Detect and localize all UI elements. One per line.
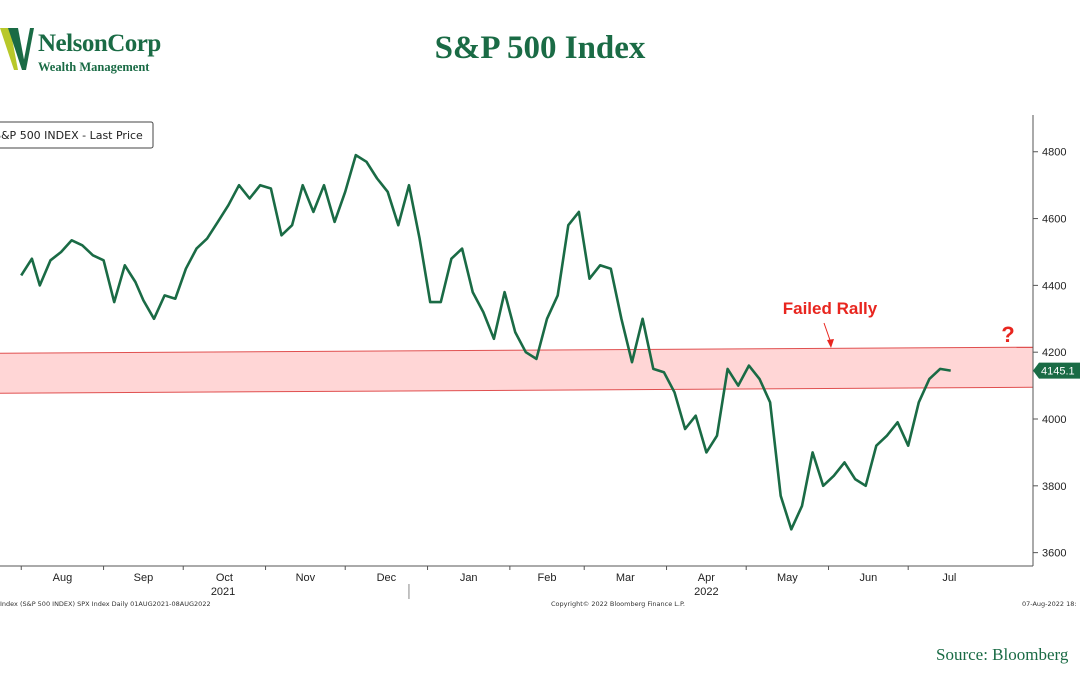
annotation-failed-rally: Failed Rally xyxy=(783,299,878,318)
x-tick-label: Sep xyxy=(134,572,154,584)
y-tick-label: 3600 xyxy=(1042,548,1066,560)
last-value-tag xyxy=(1033,362,1080,379)
year-label: 2022 xyxy=(694,586,718,598)
annotations: Failed Rally? xyxy=(783,299,1015,348)
y-tick-label: 4600 xyxy=(1042,214,1066,226)
source-note: Source: Bloomberg xyxy=(936,645,1069,664)
series-line-group xyxy=(20,153,951,531)
series-line xyxy=(20,153,951,531)
y-tick-label: 4200 xyxy=(1042,347,1066,359)
band-lower-edge xyxy=(0,386,1034,394)
x-tick-label: Jun xyxy=(859,572,877,584)
resistance-band xyxy=(0,346,1034,394)
x-tick-label: Jan xyxy=(460,572,478,584)
logo-name: NelsonCorp xyxy=(38,30,161,57)
x-axis: Aug Sep Oct Nov Dec Jan Feb Mar Apr May Jun Jul 2021… xyxy=(0,565,1033,599)
x-tick-label: Oct xyxy=(216,572,233,584)
annotation-question: ? xyxy=(1001,322,1014,347)
logo xyxy=(0,22,180,82)
x-tick-label: Apr xyxy=(698,572,715,584)
legend-label: S&P 500 INDEX - Last Price xyxy=(0,129,143,142)
x-tick-label: Feb xyxy=(538,572,557,584)
logo-mark xyxy=(0,28,34,70)
last-value-label: 4145.1 xyxy=(1041,366,1075,378)
x-tick-label: Jul xyxy=(942,572,956,584)
y-tick-label: 3800 xyxy=(1042,481,1066,493)
chart-title: S&P 500 Index xyxy=(434,30,646,66)
logo-tagline: Wealth Management xyxy=(38,60,150,74)
legend: S&P 500 INDEX - Last Price xyxy=(0,121,154,149)
band-upper-edge xyxy=(0,346,1034,354)
y-axis: 3600 3800 4000 4200 4400 4600 4800 4145.1 xyxy=(1032,115,1080,566)
annotation-arrow-head xyxy=(827,339,834,348)
x-tick-label: Mar xyxy=(616,572,635,584)
x-tick-label: Nov xyxy=(296,572,316,584)
legend-box xyxy=(0,121,154,149)
footer-right: 07-Aug-2022 18: xyxy=(1022,600,1077,608)
line-chart: 3600 3800 4000 4200 4400 4600 4800 4145.1 Aug Se… xyxy=(0,115,1080,599)
footer-left: Index (S&P 500 INDEX) SPX Index Daily 01… xyxy=(0,600,211,608)
band-fill xyxy=(0,347,1033,394)
x-tick-label: Dec xyxy=(377,572,397,584)
y-tick-label: 4000 xyxy=(1042,414,1066,426)
x-tick-label: Aug xyxy=(53,572,73,584)
footer-center: Copyright© 2022 Bloomberg Finance L.P. xyxy=(551,600,685,608)
x-tick-label: May xyxy=(777,572,798,584)
y-tick-label: 4400 xyxy=(1042,280,1066,292)
y-tick-label: 4800 xyxy=(1042,147,1066,159)
year-label: 2021 xyxy=(211,586,235,598)
